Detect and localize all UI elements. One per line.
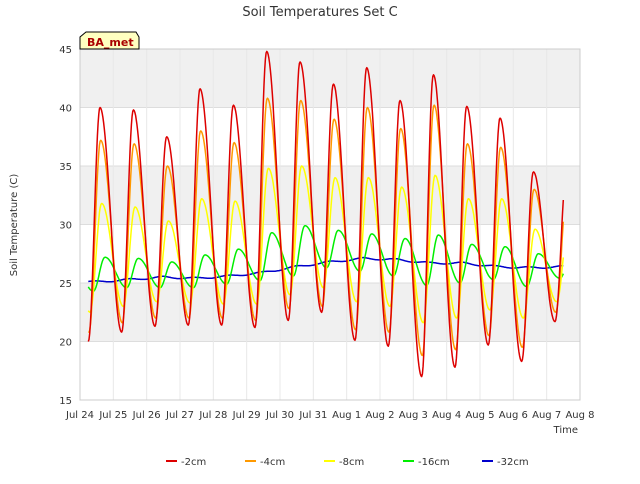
legend-label: -32cm: [497, 457, 529, 468]
y-axis-label: Soil Temperature (C): [9, 174, 20, 277]
site-badge: BA_met: [79, 31, 140, 50]
legend: -2cm -4cm -8cm -16cm -32cm: [166, 457, 529, 468]
y-tick-labels: 15 20 25 30 35 40 45: [59, 45, 72, 407]
series-line-minus-4cm: [87, 97, 565, 357]
x-tick-label: Jul 31: [298, 410, 327, 421]
series-line-minus-2cm: [87, 50, 565, 378]
y-tick-label: 15: [59, 396, 72, 407]
series-layer: [87, 50, 565, 378]
site-badge-label: BA_met: [87, 36, 134, 49]
x-tick-label: Jul 25: [98, 410, 127, 421]
plot-frame: [79, 48, 581, 401]
x-tick-label: Aug 5: [465, 410, 494, 421]
y-tick-label: 25: [59, 279, 72, 290]
x-tick-label: Aug 6: [499, 410, 528, 421]
legend-label: -16cm: [418, 457, 450, 468]
legend-label: -4cm: [260, 457, 285, 468]
x-tick-label: Aug 4: [432, 410, 461, 421]
x-tick-label: Aug 8: [565, 410, 594, 421]
x-tick-label: Aug 1: [332, 410, 361, 421]
x-tick-label: Aug 7: [532, 410, 561, 421]
plot-band: [80, 49, 580, 108]
y-tick-label: 30: [59, 221, 72, 232]
x-tick-label: Jul 28: [198, 410, 227, 421]
x-tick-label: Aug 2: [365, 410, 394, 421]
y-tick-label: 40: [59, 104, 72, 115]
x-tick-label: Jul 26: [132, 410, 161, 421]
x-tick-label: Jul 29: [232, 410, 261, 421]
y-tick-label: 20: [59, 338, 72, 349]
y-tick-label: 45: [59, 45, 72, 56]
legend-label: -2cm: [181, 457, 206, 468]
x-tick-label: Jul 30: [265, 410, 294, 421]
chart-title: Soil Temperatures Set C: [242, 5, 397, 20]
x-tick-label: Aug 3: [399, 410, 428, 421]
legend-label: -8cm: [339, 457, 364, 468]
plot-band: [80, 283, 580, 342]
x-axis-label: Time: [553, 425, 578, 436]
y-tick-label: 35: [59, 162, 72, 173]
x-tick-label: Jul 27: [165, 410, 194, 421]
x-tick-labels: Jul 24 Jul 25 Jul 26 Jul 27 Jul 28 Jul 29 Jul …: [65, 410, 595, 421]
x-tick-label: Jul 24: [65, 410, 94, 421]
